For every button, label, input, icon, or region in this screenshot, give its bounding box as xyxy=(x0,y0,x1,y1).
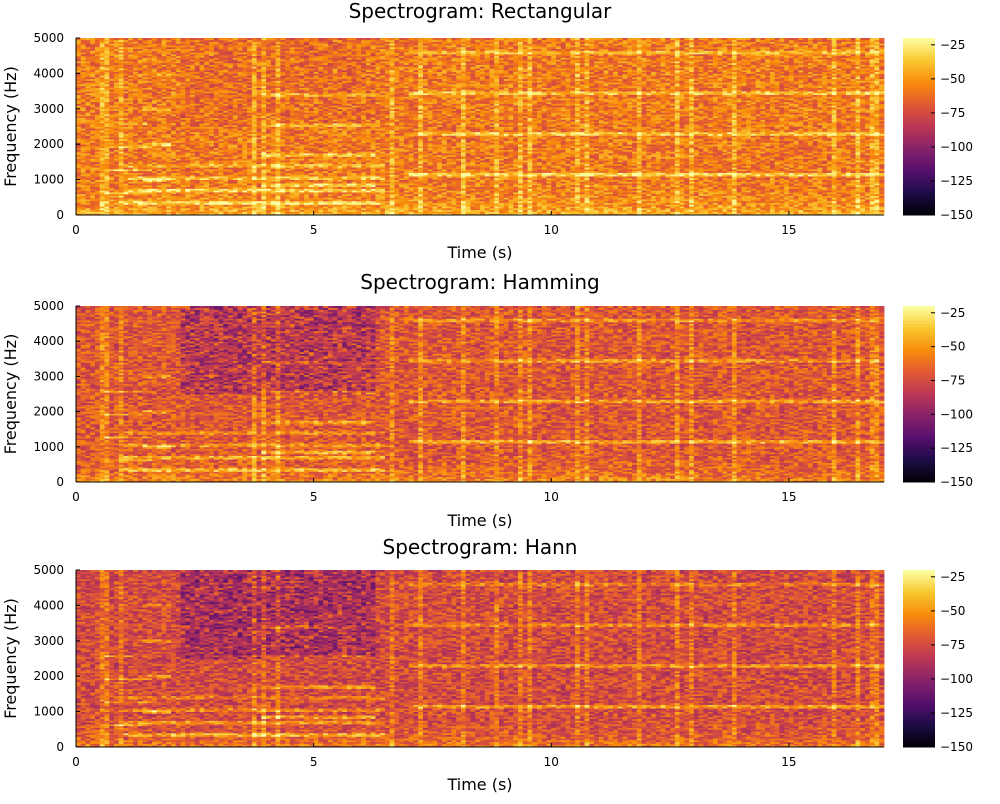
spectrogram-panel-1: 0 5 10 15010002000300040005000Spectrogram: … xyxy=(1,0,973,262)
heatmap-cell xyxy=(114,38,119,40)
heatmap-cell xyxy=(185,38,190,40)
heatmap-cell xyxy=(109,38,114,40)
heatmap-cell xyxy=(152,38,157,40)
heatmap-cell xyxy=(100,38,105,40)
heatmap-cell xyxy=(128,38,133,40)
heatmap-cells xyxy=(76,38,884,215)
heatmap-cell xyxy=(176,38,181,40)
heatmap-cell xyxy=(190,38,195,40)
heatmap-cell xyxy=(133,38,138,40)
heatmap-cell xyxy=(166,38,171,40)
heatmap-cell xyxy=(138,38,143,40)
heatmap-cell xyxy=(195,38,200,40)
heatmap-cell xyxy=(90,38,95,40)
heatmap-cell xyxy=(86,38,91,40)
heatmap-cell xyxy=(105,38,110,40)
heatmap-cell xyxy=(95,38,100,40)
heatmap-cell xyxy=(157,38,162,40)
heatmap-cell xyxy=(181,38,186,40)
heatmap-cell xyxy=(81,38,86,40)
heatmap-cell xyxy=(147,38,152,40)
heatmap-cell xyxy=(119,38,124,40)
heatmap-cell xyxy=(124,38,129,40)
heatmap-cell xyxy=(171,38,176,40)
heatmap-cell xyxy=(200,38,205,40)
heatmap-cell xyxy=(143,38,148,40)
heatmap-cell xyxy=(162,38,167,40)
